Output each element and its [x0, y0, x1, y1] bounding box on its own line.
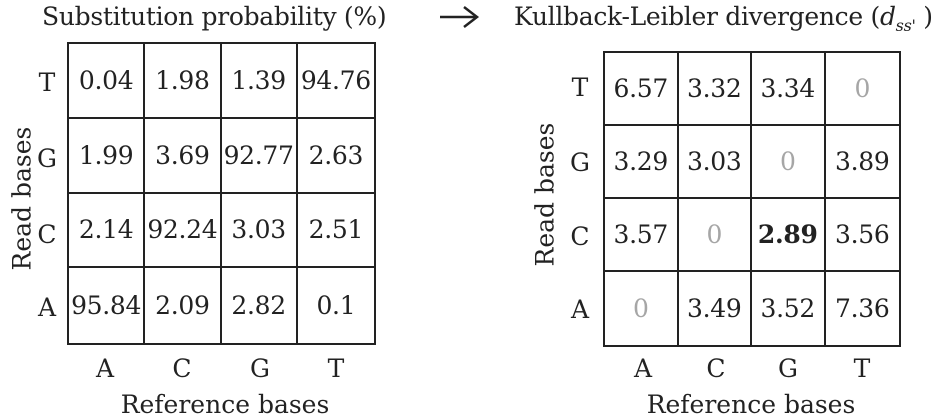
right-row-label: A	[570, 295, 590, 324]
left-col-label: C	[172, 354, 192, 383]
right-row-label: T	[571, 73, 589, 102]
matrix-cell-zero: 0	[752, 126, 826, 199]
matrix-cell: 3.52	[752, 272, 826, 345]
left-panel-title: Substitution probability (%)	[42, 2, 387, 31]
matrix-cell: 1.98	[145, 44, 222, 119]
matrix-cell: 2.09	[145, 268, 222, 343]
matrix-cell: 3.32	[678, 53, 752, 126]
matrix-cell: 2.14	[69, 193, 146, 269]
matrix-cell: 92.24	[145, 193, 222, 269]
matrix-cell: 3.56	[825, 199, 899, 272]
matrix-cell: 3.89	[825, 126, 899, 199]
matrix-cell: 94.76	[297, 44, 374, 119]
right-title-subscript: ss'	[895, 16, 916, 35]
matrix-cell-highlight: 2.89	[752, 199, 826, 272]
right-col-label: A	[633, 354, 653, 383]
left-x-axis-label: Reference bases	[120, 390, 330, 419]
matrix-cell: 3.57	[605, 199, 679, 272]
matrix-cell: 7.36	[835, 294, 890, 323]
matrix-cell: 3.03	[678, 126, 752, 199]
matrix-cell: 3.49	[679, 272, 752, 345]
left-row-label: T	[38, 68, 56, 97]
matrix-cell: 92.77	[221, 118, 298, 194]
right-title-main: Kullback-Leibler divergence (	[514, 2, 880, 31]
left-col-label: A	[95, 354, 115, 383]
right-row-label: G	[570, 148, 590, 177]
matrix-cell: 3.29	[605, 126, 679, 199]
right-x-axis-label: Reference bases	[646, 390, 856, 419]
right-panel-title: Kullback-Leibler divergence (dss' )	[514, 0, 933, 43]
left-col-label: T	[327, 354, 345, 383]
right-title-close: )	[915, 2, 933, 31]
matrix-cell: 2.82	[222, 268, 298, 343]
left-matrix: 0.04 1.98 1.39 94.76 1.99 3.69 92.77 2.6…	[67, 42, 376, 345]
matrix-cell: 95.84	[69, 268, 146, 343]
left-y-axis-label: Read bases	[7, 126, 37, 271]
right-col-label: C	[706, 354, 726, 383]
matrix-cell: 0.1	[316, 291, 356, 321]
matrix-cell: 0.04	[69, 44, 146, 119]
matrix-cell-zero: 0	[825, 53, 899, 126]
right-matrix: 6.57 3.32 3.34 0 3.29 3.03 0 3.89 3.57 0…	[603, 51, 901, 347]
right-y-axis-label: Read bases	[530, 122, 560, 267]
left-row-label: G	[37, 144, 57, 173]
matrix-cell: 1.39	[221, 44, 298, 119]
matrix-cell: 3.03	[221, 193, 298, 269]
matrix-cell: 2.51	[297, 194, 374, 269]
right-title-variable: d	[879, 2, 896, 31]
left-row-label: A	[37, 293, 57, 322]
right-col-label: T	[853, 354, 871, 383]
left-row-label: C	[37, 220, 57, 249]
matrix-cell: 6.57	[605, 53, 679, 126]
matrix-cell: 3.69	[145, 118, 222, 194]
matrix-cell-zero: 0	[605, 272, 679, 345]
matrix-cell: 3.34	[752, 53, 826, 126]
right-arrow-icon	[440, 6, 480, 28]
matrix-cell: 1.99	[69, 118, 146, 194]
left-col-label: G	[250, 354, 270, 383]
matrix-cell-zero: 0	[678, 199, 752, 272]
right-row-label: C	[570, 222, 590, 251]
right-col-label: G	[778, 354, 798, 383]
matrix-cell: 2.63	[297, 119, 374, 194]
